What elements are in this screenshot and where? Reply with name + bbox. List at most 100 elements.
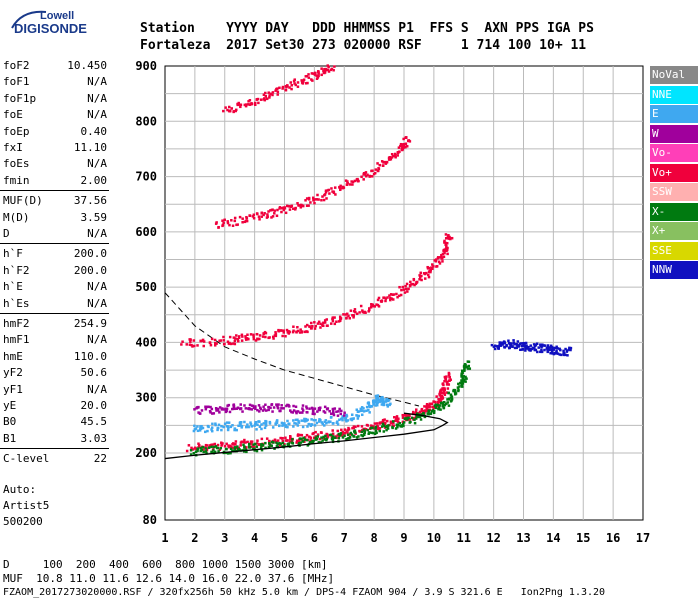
echo-point	[420, 407, 424, 411]
echo-point	[353, 179, 357, 183]
echo-point	[229, 447, 233, 451]
echo-point	[272, 441, 275, 444]
echo-point	[296, 325, 299, 329]
echo-point	[372, 403, 375, 406]
echo-point	[321, 439, 324, 442]
echo-point	[211, 412, 214, 415]
echo-point	[326, 435, 330, 438]
legend-item: X-	[650, 202, 698, 221]
x-tick-label: 3	[221, 531, 228, 545]
echo-point	[341, 186, 345, 190]
echo-point	[410, 283, 413, 286]
echo-point	[323, 71, 327, 74]
echo-point	[243, 404, 246, 407]
echo-point	[241, 335, 244, 338]
echo-point	[385, 403, 389, 407]
echo-point	[439, 400, 443, 403]
echo-point	[248, 99, 252, 102]
echo-point	[428, 404, 431, 407]
echo-point	[347, 426, 350, 430]
echo-point	[396, 423, 400, 427]
echo-point	[248, 214, 252, 217]
x-tick-label: 13	[516, 531, 530, 545]
echo-point	[456, 386, 460, 389]
echo-point	[401, 413, 404, 417]
param-value: N/A	[87, 280, 107, 294]
legend-item: NNW	[650, 261, 698, 279]
echo-point	[295, 439, 299, 442]
echo-point	[243, 103, 247, 107]
echo-point	[331, 429, 334, 432]
param-name: MUF(D)	[3, 194, 43, 208]
echo-point	[291, 442, 295, 445]
echo-point	[226, 340, 230, 343]
echo-point	[403, 291, 407, 294]
echo-point	[363, 310, 366, 314]
echo-point	[218, 411, 221, 414]
echo-point	[242, 440, 246, 444]
param-separator	[0, 243, 109, 245]
echo-point	[360, 430, 364, 434]
echo-point	[237, 336, 241, 340]
echo-point	[443, 375, 447, 379]
echo-point	[306, 330, 309, 334]
echo-point	[436, 256, 440, 259]
echo-point	[355, 414, 358, 417]
echo-point	[440, 256, 443, 259]
echo-point	[243, 220, 247, 224]
echo-point	[323, 193, 327, 196]
echo-point	[260, 212, 263, 215]
legend-item: NNE	[650, 85, 698, 104]
echo-point	[519, 348, 522, 352]
echo-point	[351, 314, 354, 317]
echo-point	[256, 423, 259, 427]
echo-point	[323, 321, 327, 324]
echo-point	[556, 352, 560, 355]
density-profile-line	[164, 412, 449, 460]
echo-point	[299, 441, 303, 444]
echo-point	[349, 418, 353, 421]
echo-point	[326, 433, 329, 436]
echo-point	[442, 248, 446, 252]
echo-point	[236, 339, 240, 343]
echo-point	[304, 82, 308, 85]
echo-point	[345, 437, 348, 441]
echo-point	[258, 425, 262, 428]
echo-point	[394, 419, 397, 422]
echo-point	[565, 349, 569, 352]
echo-point	[318, 437, 322, 441]
echo-point	[278, 86, 281, 90]
echo-point	[199, 446, 202, 450]
echo-point	[418, 410, 422, 414]
echo-point	[310, 321, 313, 325]
echo-point	[273, 334, 277, 337]
echo-point	[386, 427, 390, 430]
echo-point	[333, 316, 336, 319]
echo-point	[434, 400, 437, 404]
echo-point	[423, 272, 427, 276]
echo-point	[568, 346, 571, 350]
echo-point	[190, 343, 193, 347]
echo-point	[460, 375, 463, 378]
echo-point	[404, 284, 407, 288]
echo-point	[244, 336, 248, 340]
echo-point	[338, 319, 342, 323]
echo-point	[306, 418, 309, 422]
echo-point	[529, 344, 532, 347]
echo-point	[394, 427, 398, 430]
echo-point	[493, 347, 497, 351]
echo-point	[210, 337, 214, 341]
echo-point	[526, 347, 529, 350]
echo-point	[375, 422, 379, 425]
echo-point	[322, 198, 326, 202]
echo-point	[414, 410, 418, 414]
echo-point	[490, 343, 494, 347]
echo-point	[263, 212, 266, 215]
echo-point	[276, 93, 279, 96]
echo-point	[354, 425, 357, 429]
echo-point	[325, 407, 329, 411]
echo-point	[436, 405, 440, 408]
echo-point	[423, 405, 426, 408]
echo-point	[214, 422, 217, 425]
param-name: hmF2	[3, 317, 30, 330]
